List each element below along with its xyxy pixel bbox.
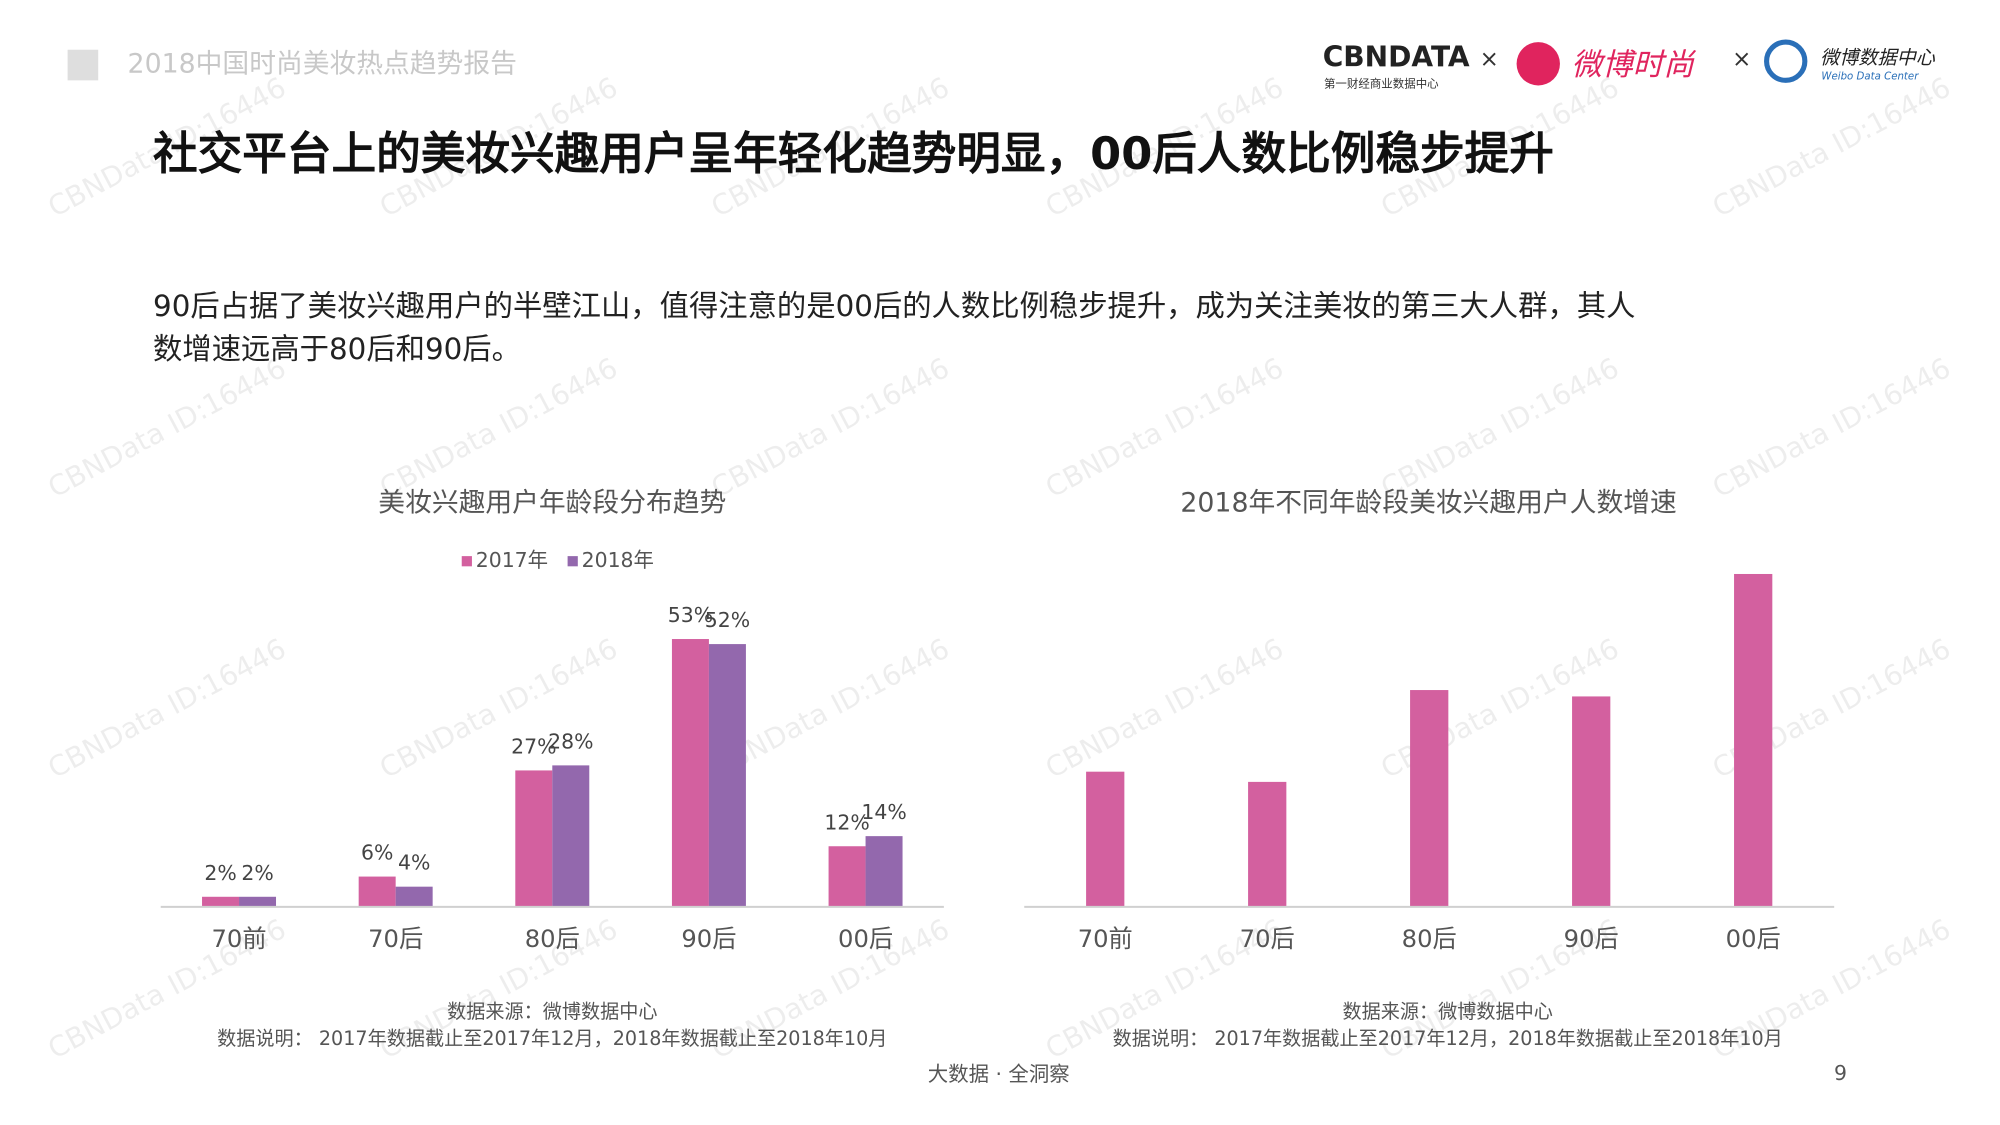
bar xyxy=(1572,696,1611,907)
x-tick-label: 70后 xyxy=(368,925,423,953)
logo-weibo-data-en: Weibo Data Center xyxy=(1821,72,1919,83)
legend-label: 2018年 xyxy=(582,548,654,572)
value-label: 14% xyxy=(861,800,906,824)
x-tick-label: 70前 xyxy=(1078,925,1133,953)
bar xyxy=(239,896,277,907)
chart-title: 美妆兴趣用户年龄段分布趋势 xyxy=(378,487,726,518)
x-tick-label: 00后 xyxy=(838,925,893,953)
logo-cbn-sub: 第一财经商业数据中心 xyxy=(1324,77,1439,91)
x-tick-label: 70后 xyxy=(1240,925,1295,953)
value-label: 28% xyxy=(548,729,593,753)
note: 数据说明： 2017年数据截止至2017年12月，2018年数据截止至2018年… xyxy=(1113,1027,1783,1050)
value-label: 6% xyxy=(361,841,393,865)
legend-swatch xyxy=(461,556,472,567)
bar xyxy=(1734,573,1773,907)
headline: 社交平台上的美妆兴趣用户呈年轻化趋势明显，00后人数比例稳步提升 xyxy=(153,128,1554,180)
bar xyxy=(202,896,240,907)
bar xyxy=(515,770,553,907)
weibo-fashion-icon xyxy=(1516,42,1560,86)
bar xyxy=(1248,781,1287,907)
value-label: 4% xyxy=(398,851,430,875)
legend-swatch xyxy=(567,556,578,567)
bar xyxy=(1086,771,1125,907)
logo-weibo-data: 微博数据中心 xyxy=(1820,46,1936,69)
page-number: 9 xyxy=(1834,1061,1847,1085)
weibo-data-icon xyxy=(1764,39,1808,83)
value-label: 12% xyxy=(824,810,869,834)
x-tick-label: 80后 xyxy=(1402,925,1457,953)
bar xyxy=(828,846,866,907)
times: × xyxy=(1732,46,1751,72)
logo-weibo-fashion: 微博时尚 xyxy=(1571,48,1696,83)
logo-cbn: CBNDATA xyxy=(1323,41,1470,74)
value-label: 27% xyxy=(511,734,556,758)
footer-slogan: 大数据 · 全洞察 xyxy=(928,1062,1070,1086)
bar xyxy=(671,639,709,907)
legend-label: 2017年 xyxy=(476,548,548,572)
value-label: 53% xyxy=(668,603,713,627)
bar xyxy=(1410,690,1449,907)
bar xyxy=(395,886,433,907)
value-label: 2% xyxy=(241,861,273,885)
report-title: 2018中国时尚美妆热点趋势报告 xyxy=(128,49,517,80)
note: 数据说明： 2017年数据截止至2017年12月，2018年数据截止至2018年… xyxy=(217,1027,887,1050)
source: 数据来源：微博数据中心 xyxy=(1343,1000,1553,1023)
body-line: 数增速远高于80后和90后。 xyxy=(153,332,521,366)
source: 数据来源：微博数据中心 xyxy=(447,1000,657,1023)
times: × xyxy=(1480,46,1499,72)
x-tick-label: 80后 xyxy=(525,925,580,953)
bar xyxy=(358,876,396,907)
x-tick-label: 70前 xyxy=(212,925,267,953)
bar xyxy=(865,836,903,907)
x-tick-label: 00后 xyxy=(1726,925,1781,953)
x-tick-label: 90后 xyxy=(681,925,736,953)
bar xyxy=(708,644,746,907)
header-square xyxy=(67,49,99,81)
chart-title: 2018年不同年龄段美妆兴趣用户人数增速 xyxy=(1180,487,1676,518)
bar xyxy=(552,765,590,907)
x-tick-label: 90后 xyxy=(1564,925,1619,953)
body-line: 90后占据了美妆兴趣用户的半壁江山，值得注意的是00后的人数比例稳步提升，成为关… xyxy=(153,289,1635,323)
value-label: 52% xyxy=(705,608,750,632)
value-label: 2% xyxy=(204,861,236,885)
